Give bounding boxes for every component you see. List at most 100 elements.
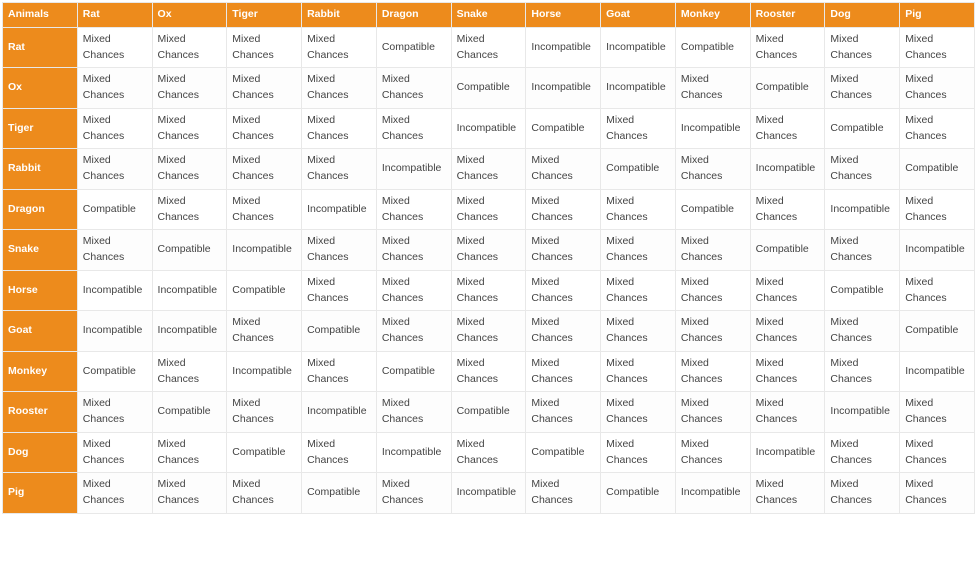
- table-row: RabbitMixed ChancesMixed ChancesMixed Ch…: [3, 149, 975, 190]
- table-row: OxMixed ChancesMixed ChancesMixed Chance…: [3, 68, 975, 109]
- compat-cell: Mixed Chances: [526, 149, 601, 190]
- compat-cell: Compatible: [825, 108, 900, 149]
- row-header: Monkey: [3, 351, 78, 392]
- column-header: Horse: [526, 3, 601, 28]
- compat-cell: Mixed Chances: [77, 432, 152, 473]
- compat-cell: Incompatible: [675, 108, 750, 149]
- compat-cell: Compatible: [675, 189, 750, 230]
- compat-cell: Incompatible: [526, 27, 601, 68]
- compat-cell: Mixed Chances: [77, 392, 152, 433]
- row-header: Snake: [3, 230, 78, 271]
- compat-cell: Mixed Chances: [750, 27, 825, 68]
- column-header: Goat: [601, 3, 676, 28]
- compat-cell: Mixed Chances: [675, 149, 750, 190]
- compat-cell: Compatible: [152, 230, 227, 271]
- compat-cell: Mixed Chances: [675, 351, 750, 392]
- compat-cell: Compatible: [227, 270, 302, 311]
- compat-cell: Incompatible: [825, 189, 900, 230]
- row-header: Pig: [3, 473, 78, 514]
- compat-cell: Mixed Chances: [302, 27, 377, 68]
- compat-cell: Mixed Chances: [675, 68, 750, 109]
- corner-header: Animals: [3, 3, 78, 28]
- compat-cell: Mixed Chances: [302, 149, 377, 190]
- compat-cell: Mixed Chances: [601, 189, 676, 230]
- compat-cell: Mixed Chances: [900, 392, 975, 433]
- column-header: Rat: [77, 3, 152, 28]
- column-header: Dragon: [376, 3, 451, 28]
- compat-cell: Incompatible: [526, 68, 601, 109]
- compat-cell: Mixed Chances: [77, 68, 152, 109]
- compat-cell: Mixed Chances: [227, 392, 302, 433]
- table-row: RoosterMixed ChancesCompatibleMixed Chan…: [3, 392, 975, 433]
- compat-cell: Incompatible: [227, 230, 302, 271]
- compat-cell: Mixed Chances: [675, 230, 750, 271]
- table-row: TigerMixed ChancesMixed ChancesMixed Cha…: [3, 108, 975, 149]
- compat-cell: Compatible: [675, 27, 750, 68]
- compat-cell: Compatible: [900, 149, 975, 190]
- compat-cell: Compatible: [152, 392, 227, 433]
- compat-cell: Mixed Chances: [227, 473, 302, 514]
- compat-cell: Mixed Chances: [526, 392, 601, 433]
- compat-cell: Mixed Chances: [900, 473, 975, 514]
- compat-cell: Mixed Chances: [601, 351, 676, 392]
- row-header: Goat: [3, 311, 78, 352]
- compat-cell: Incompatible: [750, 432, 825, 473]
- compat-cell: Mixed Chances: [900, 432, 975, 473]
- compat-cell: Mixed Chances: [152, 68, 227, 109]
- compat-cell: Mixed Chances: [152, 189, 227, 230]
- compat-cell: Mixed Chances: [750, 311, 825, 352]
- compat-cell: Mixed Chances: [900, 189, 975, 230]
- compat-cell: Mixed Chances: [750, 189, 825, 230]
- compat-cell: Mixed Chances: [825, 432, 900, 473]
- compat-cell: Mixed Chances: [376, 473, 451, 514]
- compat-cell: Compatible: [227, 432, 302, 473]
- table-body: RatMixed ChancesMixed ChancesMixed Chanc…: [3, 27, 975, 513]
- compat-cell: Mixed Chances: [227, 108, 302, 149]
- compat-cell: Mixed Chances: [675, 392, 750, 433]
- compat-cell: Mixed Chances: [526, 311, 601, 352]
- compat-cell: Mixed Chances: [825, 27, 900, 68]
- compat-cell: Mixed Chances: [152, 149, 227, 190]
- compat-cell: Mixed Chances: [227, 27, 302, 68]
- compat-cell: Mixed Chances: [227, 149, 302, 190]
- compat-cell: Mixed Chances: [376, 108, 451, 149]
- compat-cell: Compatible: [601, 473, 676, 514]
- compat-cell: Mixed Chances: [376, 68, 451, 109]
- compat-cell: Mixed Chances: [675, 270, 750, 311]
- compat-cell: Mixed Chances: [77, 149, 152, 190]
- compat-cell: Incompatible: [601, 68, 676, 109]
- compat-cell: Mixed Chances: [601, 392, 676, 433]
- compat-cell: Mixed Chances: [451, 311, 526, 352]
- compat-cell: Compatible: [601, 149, 676, 190]
- compat-cell: Mixed Chances: [526, 351, 601, 392]
- compat-cell: Incompatible: [675, 473, 750, 514]
- row-header: Ox: [3, 68, 78, 109]
- compat-cell: Mixed Chances: [227, 189, 302, 230]
- compat-cell: Mixed Chances: [900, 68, 975, 109]
- column-header: Ox: [152, 3, 227, 28]
- compat-cell: Mixed Chances: [825, 311, 900, 352]
- compat-cell: Mixed Chances: [302, 351, 377, 392]
- compat-cell: Compatible: [77, 351, 152, 392]
- compat-cell: Mixed Chances: [451, 189, 526, 230]
- compat-cell: Compatible: [77, 189, 152, 230]
- compat-cell: Mixed Chances: [750, 270, 825, 311]
- compat-cell: Mixed Chances: [152, 108, 227, 149]
- compat-cell: Mixed Chances: [227, 68, 302, 109]
- compat-cell: Mixed Chances: [601, 108, 676, 149]
- table-row: Pig Mixed Chances Mixed Chances Mixed Chanc…: [3, 473, 975, 514]
- compat-cell: Mixed Chances: [152, 432, 227, 473]
- compat-cell: Mixed Chances: [227, 311, 302, 352]
- compat-cell: Compatible: [750, 68, 825, 109]
- compat-cell: Mixed Chances: [825, 230, 900, 271]
- compat-cell: Incompatible: [227, 351, 302, 392]
- compat-cell: Mixed Chances: [825, 149, 900, 190]
- column-header: Rooster: [750, 3, 825, 28]
- compat-cell: Compatible: [302, 473, 377, 514]
- table-row: DogMixed ChancesMixed ChancesCompatibleM…: [3, 432, 975, 473]
- compat-cell: Compatible: [376, 27, 451, 68]
- compat-cell: Incompatible: [601, 27, 676, 68]
- compat-cell: Mixed Chances: [451, 432, 526, 473]
- row-header: Rabbit: [3, 149, 78, 190]
- compat-cell: Mixed Chances: [526, 270, 601, 311]
